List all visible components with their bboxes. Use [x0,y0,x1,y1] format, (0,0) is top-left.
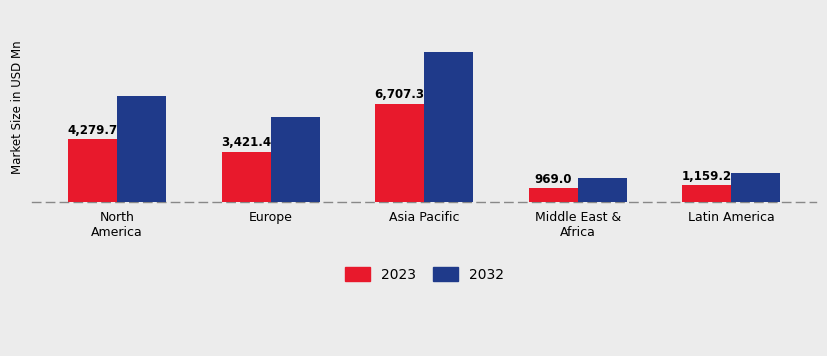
Y-axis label: Market Size in USD Mn: Market Size in USD Mn [11,40,24,174]
Bar [578,178,627,203]
Text: 1,159.2: 1,159.2 [681,170,732,183]
Text: 969.0: 969.0 [534,173,571,185]
Bar [68,140,117,203]
Bar [222,152,270,203]
Bar [731,173,781,203]
Legend: 2023, 2032: 2023, 2032 [339,261,509,287]
Bar [270,117,320,203]
Bar [375,104,424,203]
Bar [528,188,578,203]
Bar [682,185,731,203]
Bar [117,96,166,203]
Text: 3,421.4: 3,421.4 [221,136,271,150]
Text: 6,707.3: 6,707.3 [375,88,424,101]
Bar [424,52,473,203]
Text: 4,279.7: 4,279.7 [68,124,117,137]
